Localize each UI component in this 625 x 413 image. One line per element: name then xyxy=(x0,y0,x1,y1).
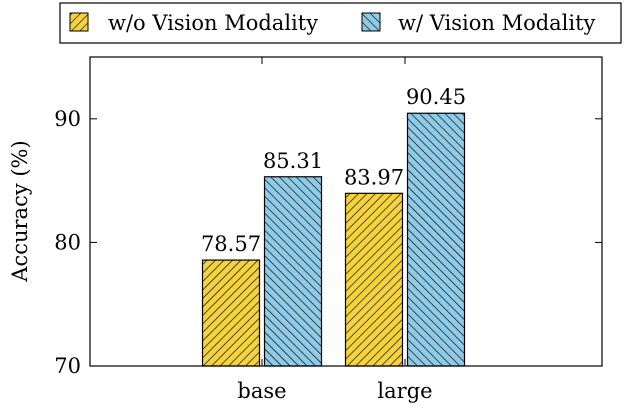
x-tick-label-large: large xyxy=(377,379,432,403)
legend: w/o Vision Modality w/ Vision Modality xyxy=(59,2,622,44)
bar-hatch-base-series-0 xyxy=(201,259,261,367)
y-tick-label-1: 80 xyxy=(54,230,81,254)
bar-hatch-base-series-1 xyxy=(263,176,323,367)
bar-hatch-large-series-1 xyxy=(406,112,466,367)
y-tick-label-0: 70 xyxy=(54,354,81,378)
legend-swatch-series-1 xyxy=(361,12,381,32)
legend-label-series-0: w/o Vision Modality xyxy=(108,11,318,35)
data-label-large-series-0: 83.97 xyxy=(344,165,404,189)
legend-label-series-1: w/ Vision Modality xyxy=(398,11,596,35)
x-tick-label-base: base xyxy=(237,379,286,403)
y-axis-label: Accuracy (%) xyxy=(8,140,32,282)
plot-frame xyxy=(89,56,603,367)
legend-box xyxy=(59,2,622,44)
data-label-base-series-1: 85.31 xyxy=(263,149,323,173)
bar-hatch-large-series-0 xyxy=(344,192,404,367)
y-tick-label-2: 90 xyxy=(54,107,81,131)
legend-swatch-series-0 xyxy=(69,12,89,32)
data-label-large-series-1: 90.45 xyxy=(406,85,466,109)
plot-area: 70 80 90 base 78.57 85.31 large 83.97 90.45 xyxy=(54,57,602,403)
data-label-base-series-0: 78.57 xyxy=(201,232,261,256)
